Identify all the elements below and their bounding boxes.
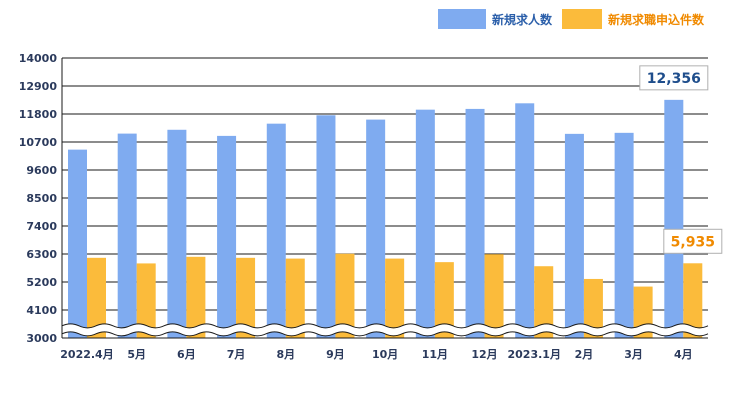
x-tick-label: 2022.4月 (60, 348, 113, 361)
y-tick-label: 3000 (26, 332, 57, 345)
bar-new-job-openings (366, 119, 386, 338)
axes (61, 58, 708, 339)
x-tick-label: 3月 (624, 348, 643, 361)
axis-break-line-bottom (61, 331, 709, 337)
bar-new-job-openings (515, 103, 535, 339)
x-tick-label: 8月 (276, 348, 295, 361)
bar-new-applications (385, 258, 405, 338)
y-tick-label: 11800 (19, 108, 58, 121)
y-tick-label: 7400 (26, 220, 57, 233)
y-tick-labels: 3000 4100 5200 6300 7400 8500 9600 10700 11800 12… (19, 52, 58, 345)
bar-new-job-openings (266, 123, 286, 338)
legend-label: 新規求人数 (492, 12, 553, 27)
y-tick-label: 6300 (26, 248, 57, 261)
callout-value: 12,356 (647, 71, 701, 87)
x-tick-label: 2月 (575, 348, 594, 361)
callouts: 12,356 5,935 (639, 65, 723, 254)
x-tick-label: 5月 (127, 348, 146, 361)
y-tick-label: 5200 (26, 276, 57, 289)
bar-new-job-openings (614, 132, 634, 338)
y-tick-label: 10700 (19, 136, 58, 149)
x-tick-label: 2023.1月 (508, 348, 561, 361)
y-tick-label: 9600 (26, 164, 57, 177)
callout-box (639, 65, 709, 91)
bar-new-job-openings (465, 108, 485, 338)
legend-swatch (438, 9, 486, 29)
x-tick-labels: 2022.4月 5月 6月 7月 8月 9月 10月 11月 12月 2023.1月 2月 3月 4月 (60, 348, 692, 361)
x-tick-label: 7月 (227, 348, 246, 361)
bar-new-job-openings (316, 115, 336, 338)
axis-break (60, 323, 710, 337)
callout-box (663, 228, 723, 254)
bar-new-applications (583, 278, 603, 338)
bar-new-applications (236, 257, 256, 338)
x-tick-label: 12月 (471, 348, 497, 361)
y-tick-label: 4100 (26, 304, 57, 317)
legend-swatch (562, 9, 602, 29)
bar-new-applications (434, 262, 454, 338)
axis-break-band (60, 324, 710, 336)
bar-new-applications (87, 257, 106, 338)
bar-new-job-openings (217, 135, 237, 338)
bar-new-job-openings (117, 133, 137, 338)
bar-new-job-openings (68, 149, 87, 338)
x-tick-label: 6月 (177, 348, 196, 361)
bar-new-job-openings (664, 99, 684, 338)
y-tick-label: 14000 (19, 52, 58, 65)
x-tick-label: 10月 (372, 348, 398, 361)
x-tick-label: 9月 (326, 348, 345, 361)
bar-new-applications (285, 258, 305, 338)
axis-break-line-top (61, 323, 709, 329)
y-tick-label: 12900 (19, 80, 58, 93)
x-tick-label: 4月 (674, 348, 693, 361)
x-tick-label: 11月 (422, 348, 448, 361)
legend-label: 新規求職申込件数 (608, 12, 705, 27)
bar-new-applications (484, 254, 504, 338)
bar-new-applications (534, 266, 554, 338)
bar-new-job-openings (564, 133, 584, 338)
bar-marks (68, 99, 703, 339)
bar-new-applications (136, 263, 156, 338)
bar-new-applications (683, 263, 703, 338)
bar-new-job-openings (415, 109, 435, 338)
legend: 新規求人数 新規求職申込件数 (438, 9, 705, 29)
bar-new-applications (335, 253, 355, 338)
callout-value: 5,935 (671, 234, 715, 250)
bar-new-applications (186, 256, 206, 338)
bar-new-job-openings (167, 129, 187, 338)
y-tick-label: 8500 (26, 192, 57, 205)
